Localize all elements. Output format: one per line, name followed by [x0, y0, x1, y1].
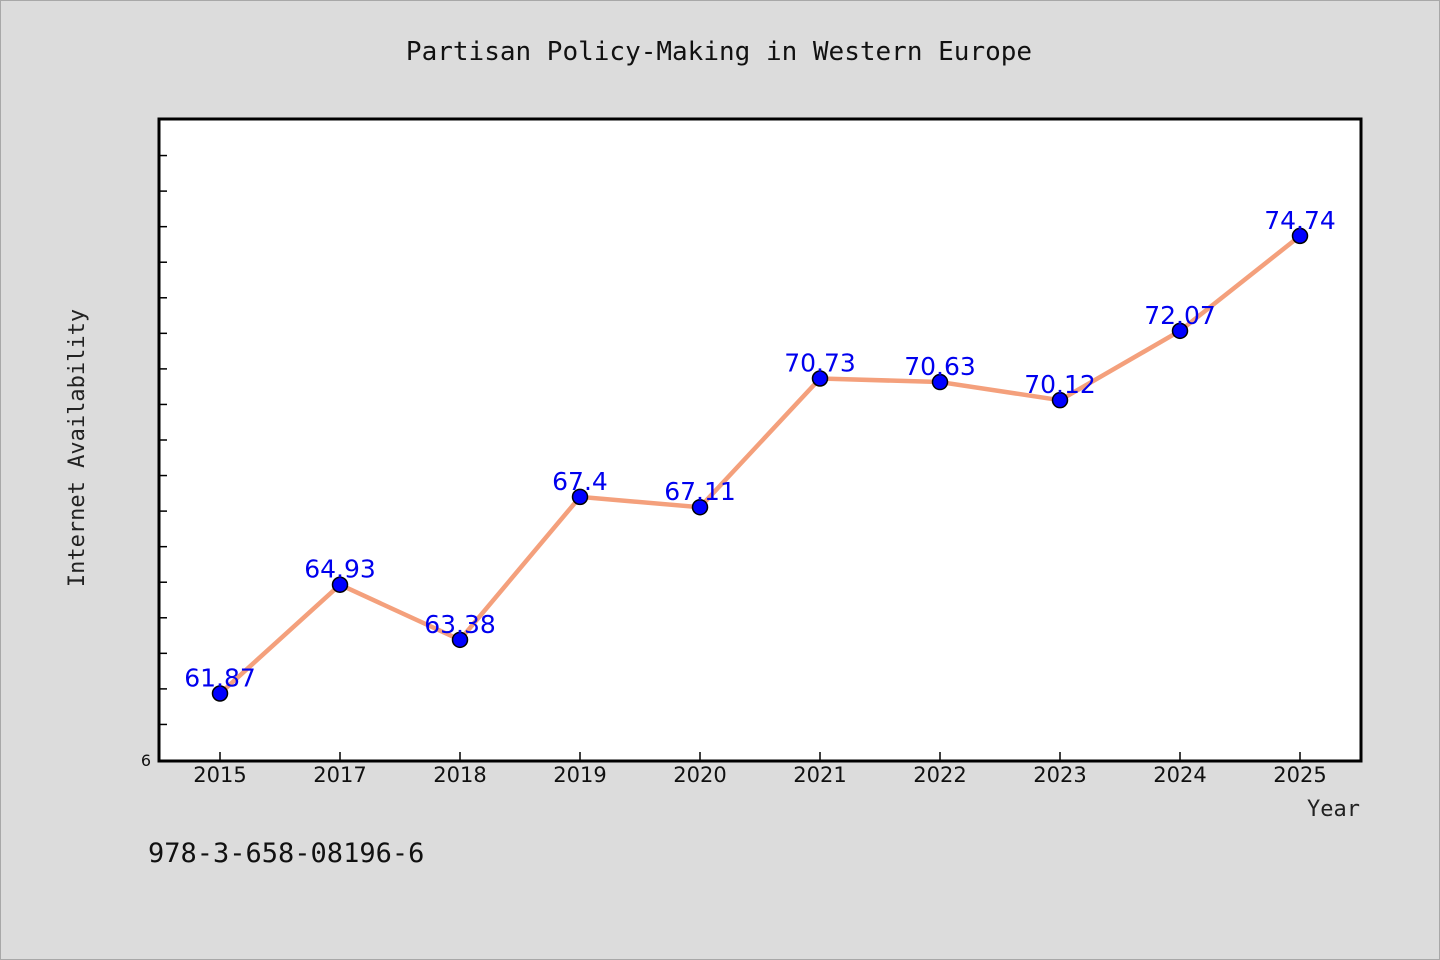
data-point — [1171, 322, 1189, 340]
x-tick-label: 2022 — [913, 763, 966, 787]
x-tick-label: 2019 — [553, 763, 606, 787]
x-tick-label: 2023 — [1033, 763, 1086, 787]
data-point — [1291, 227, 1309, 245]
data-point — [211, 685, 229, 702]
chart-title: Partisan Policy-Making in Western Europe — [406, 37, 1032, 67]
data-label: 70.63 — [904, 352, 976, 381]
data-label: 63.38 — [424, 610, 496, 639]
x-tick-label: 2018 — [433, 763, 486, 787]
plot-area — [157, 117, 1363, 763]
data-point — [931, 373, 949, 391]
data-label: 72.07 — [1144, 301, 1216, 330]
x-tick-label: 2020 — [673, 763, 726, 787]
y-tick-label: 6 — [141, 751, 151, 770]
x-axis-label: Year — [1307, 797, 1360, 822]
data-point — [691, 498, 709, 516]
data-label: 64.93 — [304, 555, 376, 584]
x-axis-ticks: 2015 2017 2018 2019 2020 2021 2022 2023 2024 2025 — [193, 752, 1327, 787]
data-point — [331, 576, 349, 593]
series-line — [217, 233, 1303, 696]
x-tick-label: 2015 — [193, 763, 246, 787]
data-label: 70.12 — [1024, 370, 1096, 399]
series-line-group — [217, 233, 1303, 696]
x-tick-label: 2017 — [313, 763, 366, 787]
data-point — [811, 370, 829, 387]
isbn-text: 978-3-658-08196-6 — [148, 838, 424, 869]
x-tick-label: 2021 — [793, 763, 846, 787]
data-label: 61.87 — [184, 664, 256, 693]
y-axis-label: Internet Availability — [65, 309, 90, 587]
y-axis-ticks — [160, 154, 167, 726]
data-label-group: 61.87 64.93 63.38 67.4 67.11 70.73 70.63 70.12 7… — [184, 206, 1336, 693]
data-label: 67.11 — [664, 477, 736, 506]
x-tick-label: 2025 — [1273, 763, 1326, 787]
data-point — [571, 488, 589, 506]
marker-group — [211, 227, 1309, 702]
data-label: 74.74 — [1264, 206, 1336, 235]
data-label: 70.73 — [784, 348, 856, 377]
data-label: 67.4 — [552, 467, 608, 496]
data-point — [1051, 391, 1069, 409]
data-point — [451, 631, 469, 649]
x-tick-label: 2024 — [1153, 763, 1206, 787]
